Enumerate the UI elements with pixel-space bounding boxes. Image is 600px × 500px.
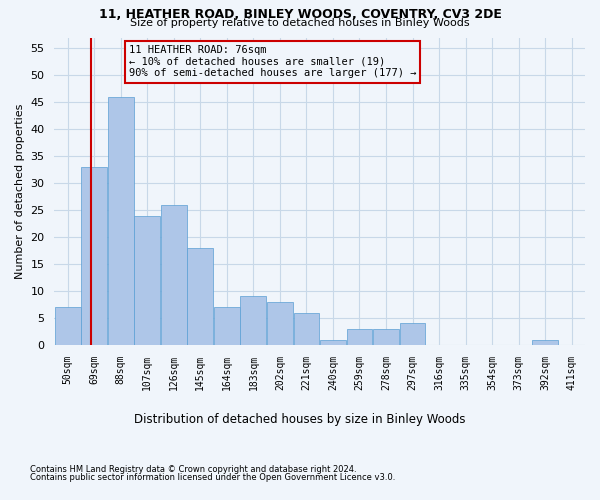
Bar: [214, 308, 240, 345]
Bar: [108, 97, 134, 345]
Bar: [373, 329, 399, 345]
Text: Contains public sector information licensed under the Open Government Licence v3: Contains public sector information licen…: [30, 472, 395, 482]
Bar: [267, 302, 293, 345]
Bar: [55, 308, 80, 345]
Bar: [187, 248, 213, 345]
Bar: [161, 205, 187, 345]
Bar: [81, 167, 107, 345]
Bar: [241, 296, 266, 345]
Bar: [400, 324, 425, 345]
Bar: [293, 312, 319, 345]
Bar: [532, 340, 558, 345]
Y-axis label: Number of detached properties: Number of detached properties: [15, 104, 25, 279]
Text: 11 HEATHER ROAD: 76sqm
← 10% of detached houses are smaller (19)
90% of semi-det: 11 HEATHER ROAD: 76sqm ← 10% of detached…: [128, 45, 416, 78]
Bar: [320, 340, 346, 345]
Bar: [134, 216, 160, 345]
Text: Contains HM Land Registry data © Crown copyright and database right 2024.: Contains HM Land Registry data © Crown c…: [30, 465, 356, 474]
Text: Size of property relative to detached houses in Binley Woods: Size of property relative to detached ho…: [130, 18, 470, 28]
Text: Distribution of detached houses by size in Binley Woods: Distribution of detached houses by size …: [134, 412, 466, 426]
Text: 11, HEATHER ROAD, BINLEY WOODS, COVENTRY, CV3 2DE: 11, HEATHER ROAD, BINLEY WOODS, COVENTRY…: [98, 8, 502, 20]
Bar: [347, 329, 373, 345]
